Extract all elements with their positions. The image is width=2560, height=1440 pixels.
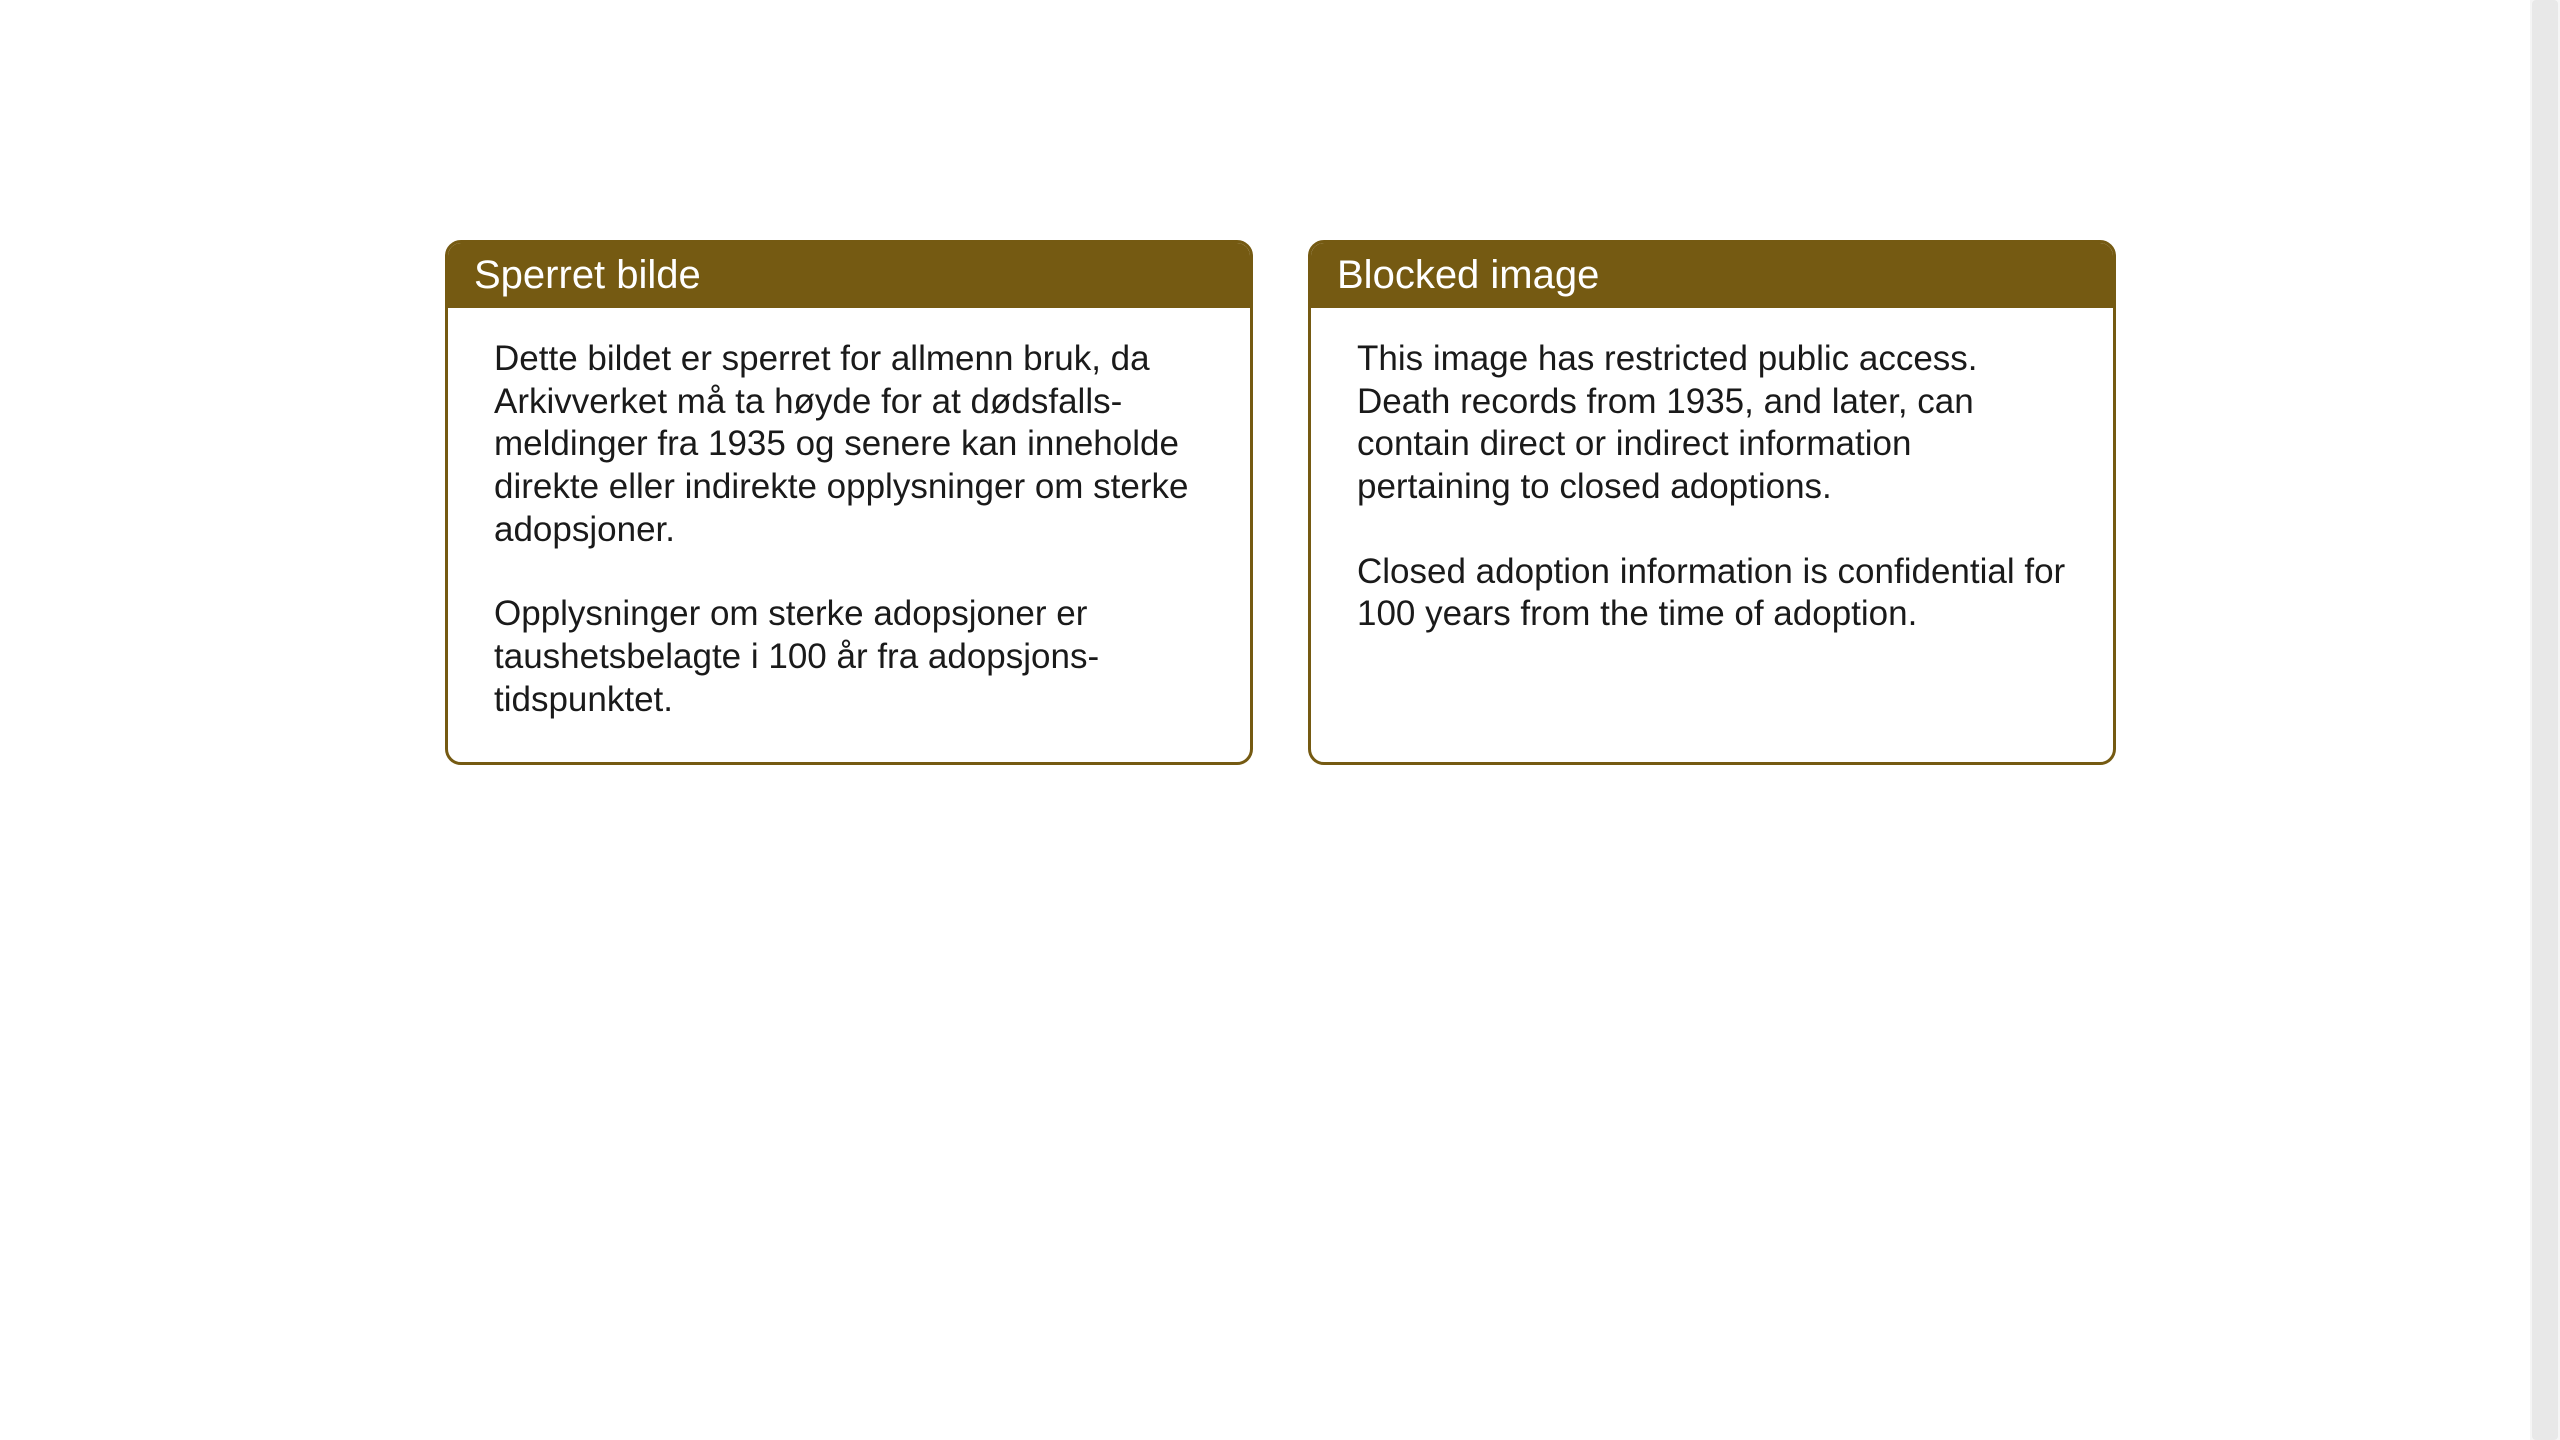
notice-container: Sperret bilde Dette bildet er sperret fo… <box>445 240 2116 765</box>
notice-paragraph-2-english: Closed adoption information is confident… <box>1357 551 2067 636</box>
notice-paragraph-2-norwegian: Opplysninger om sterke adopsjoner er tau… <box>494 593 1204 721</box>
notice-body-norwegian: Dette bildet er sperret for allmenn bruk… <box>448 308 1250 762</box>
notice-card-english: Blocked image This image has restricted … <box>1308 240 2116 765</box>
notice-title-english: Blocked image <box>1311 243 2113 308</box>
notice-paragraph-1-norwegian: Dette bildet er sperret for allmenn bruk… <box>494 338 1204 551</box>
notice-title-norwegian: Sperret bilde <box>448 243 1250 308</box>
notice-card-norwegian: Sperret bilde Dette bildet er sperret fo… <box>445 240 1253 765</box>
scrollbar-thumb[interactable] <box>2532 0 2558 1440</box>
notice-paragraph-1-english: This image has restricted public access.… <box>1357 338 2067 509</box>
vertical-scrollbar[interactable] <box>2530 0 2560 1440</box>
notice-body-english: This image has restricted public access.… <box>1311 308 2113 676</box>
